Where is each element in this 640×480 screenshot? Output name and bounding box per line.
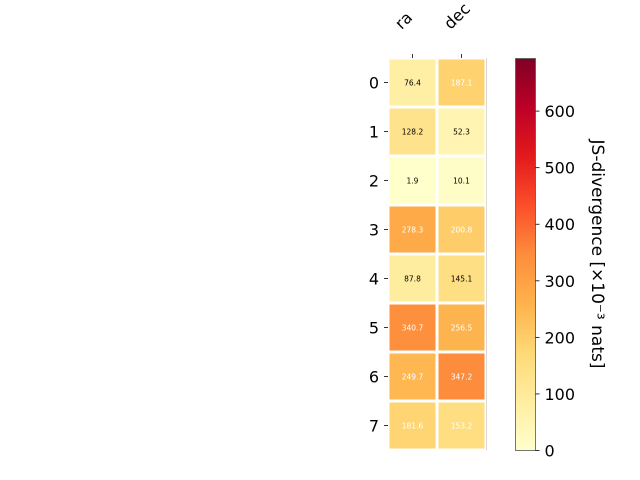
heatmap-cell-3-dec [438,206,485,253]
heatmap-cell-2-dec [438,157,485,204]
cell-value-label: 128.2 [402,128,424,137]
heatmap-cell-6-ra [389,353,436,400]
row-label-0: 0 [369,74,379,93]
colorbar-tick-label: 400 [545,215,576,234]
cell-value-label: 256.5 [451,324,473,333]
heatmap-cell-5-dec [438,304,485,351]
colorbar-tick-label: 300 [545,272,576,291]
row-label-5: 5 [369,319,379,338]
heatmap-cell-1-dec [438,108,485,155]
heatmap-cell-6-dec [438,353,485,400]
heatmap-cell-5-ra [389,304,436,351]
row-label-3: 3 [369,221,379,240]
cell-value-label: 1.9 [407,177,419,186]
cell-value-label: 347.2 [451,373,473,382]
heatmap-cell-7-ra [389,402,436,449]
colorbar-tick-label: 600 [545,102,576,121]
colorbar: 0 100 200 300 400 500 600 JS-divergence [×10⁻³… [515,58,607,461]
colorbar-tick-label: 200 [545,328,576,347]
cell-value-label: 200.8 [451,226,473,235]
row-label-2: 2 [369,172,379,191]
colorbar-tick-label: 100 [545,385,576,404]
colorbar-tick-label: 0 [545,442,555,461]
cell-value-label: 10.1 [453,177,470,186]
heatmap-cells: 76.4 187.1 128.2 52.3 1.9 10.1 278.3 200.8 87.8 1… [389,59,485,449]
heatmap-cell-3-ra [389,206,436,253]
cell-value-label: 278.3 [402,226,424,235]
row-label-4: 4 [369,270,379,289]
cell-value-label: 52.3 [453,128,470,137]
cell-value-label: 145.1 [451,275,473,284]
cell-value-label: 249.7 [402,373,424,382]
cell-value-label: 187.1 [451,79,473,88]
row-label-6: 6 [369,368,379,387]
cell-value-label: 153.2 [451,422,473,431]
heatmap-cell-0-dec [438,59,485,106]
column-label-dec: dec [440,0,474,33]
column-label-ra: ra [391,8,416,33]
heatmap-cell-2-ra [389,157,436,204]
cell-value-label: 340.7 [402,324,424,333]
row-label-1: 1 [369,123,379,142]
colorbar-label: JS-divergence [×10⁻³ nats] [587,139,607,369]
heatmap-cell-7-dec [438,402,485,449]
heatmap-cell-4-dec [438,255,485,302]
colorbar-tick-label: 500 [545,159,576,178]
row-label-7: 7 [369,417,379,436]
heatmap-cell-4-ra [389,255,436,302]
cell-value-label: 181.6 [402,422,424,431]
colorbar-ticks: 0 100 200 300 400 500 600 [535,102,576,461]
heatmap-cell-0-ra [389,59,436,106]
colorbar-gradient [515,58,536,451]
cell-value-label: 76.4 [404,79,421,88]
cell-value-label: 87.8 [404,275,421,284]
heatmap-cell-1-ra [389,108,436,155]
